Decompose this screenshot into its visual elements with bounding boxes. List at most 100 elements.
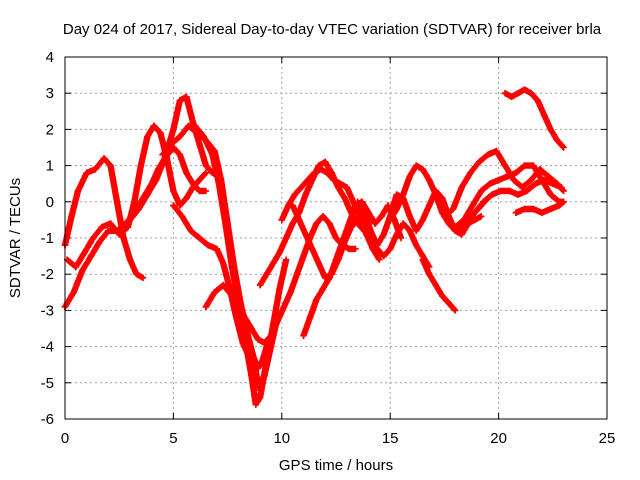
data-point [352, 245, 359, 253]
data-point [202, 303, 210, 310]
x-tick-label: 5 [169, 430, 177, 447]
data-point [326, 220, 333, 227]
data-point [89, 234, 97, 242]
data-point [183, 169, 190, 177]
data-point [74, 187, 82, 195]
x-axis-label: GPS time / hours [279, 457, 393, 474]
data-point [278, 216, 285, 224]
data-point [547, 191, 554, 198]
data-point [558, 184, 565, 191]
data-point [256, 281, 264, 289]
data-point [204, 242, 212, 249]
data-point [92, 166, 99, 173]
data-point [107, 162, 114, 169]
data-point [291, 191, 299, 198]
data-point [521, 205, 528, 213]
data-point [308, 245, 316, 253]
data-point [512, 169, 520, 177]
y-tick-label: 4 [46, 49, 54, 66]
data-point [560, 198, 567, 205]
data-point [300, 332, 307, 339]
data-point [560, 144, 567, 151]
data-point [462, 220, 470, 227]
data-point [553, 137, 561, 144]
data-point [532, 180, 539, 187]
data-point [131, 198, 138, 205]
data-point [159, 151, 166, 158]
data-point [189, 184, 197, 191]
data-point [176, 133, 184, 140]
data-point [315, 260, 322, 267]
data-point [406, 213, 413, 220]
data-point [246, 321, 253, 329]
data-point [501, 90, 509, 97]
data-point [413, 227, 420, 234]
data-point [150, 122, 158, 129]
data-point [439, 292, 446, 300]
data-point [324, 169, 331, 177]
y-tick-label: -1 [41, 230, 54, 247]
data-point [378, 213, 385, 220]
data-point [287, 289, 294, 296]
series-track-16 [441, 147, 567, 220]
data-point [560, 187, 567, 195]
data-point [144, 133, 151, 140]
data-point [161, 155, 168, 162]
data-point [393, 231, 400, 238]
data-point [393, 191, 400, 198]
data-point [183, 194, 190, 202]
data-point [196, 140, 203, 148]
data-point [228, 292, 236, 300]
data-point [445, 220, 452, 227]
data-point [367, 227, 374, 234]
series-track-10 [278, 166, 383, 263]
data-point [334, 256, 342, 263]
y-tick-label: -4 [41, 339, 54, 356]
data-point [300, 252, 307, 260]
chart-title: Day 024 of 2017, Sidereal Day-to-day VTE… [63, 21, 602, 38]
plot-frame [64, 56, 608, 420]
data-point [202, 162, 210, 169]
data-point [200, 133, 207, 140]
data-point [170, 187, 177, 195]
data-point [276, 285, 283, 292]
data-point [471, 216, 478, 224]
data-point [345, 245, 353, 253]
data-point [519, 184, 526, 191]
data-point [328, 271, 335, 278]
data-point [354, 216, 361, 224]
data-point [475, 158, 483, 166]
data-point [330, 176, 338, 184]
data-point [321, 158, 329, 166]
data-point [107, 220, 114, 227]
data-point [480, 198, 487, 205]
data-point [512, 209, 520, 216]
data-point [441, 213, 448, 220]
data-point [293, 271, 301, 278]
data-point [116, 231, 123, 238]
data-point [302, 191, 309, 198]
data-point [295, 216, 303, 224]
data-point [185, 122, 192, 129]
data-point [152, 176, 160, 184]
data-point [70, 289, 77, 296]
data-point [545, 173, 552, 180]
data-point [228, 263, 236, 271]
data-point [449, 205, 457, 213]
data-point [419, 256, 426, 263]
data-point [356, 213, 364, 220]
data-point [124, 223, 132, 231]
data-point [289, 202, 296, 209]
data-point [68, 213, 75, 220]
y-tick-label: 3 [46, 85, 54, 102]
data-point [144, 191, 151, 198]
data-point [248, 372, 255, 379]
data-point [458, 231, 465, 238]
data-point [523, 187, 530, 195]
data-point [189, 118, 197, 126]
data-point [380, 252, 387, 260]
data-point [452, 307, 459, 314]
data-point [168, 140, 175, 148]
data-point [137, 162, 145, 169]
data-point [170, 202, 177, 209]
